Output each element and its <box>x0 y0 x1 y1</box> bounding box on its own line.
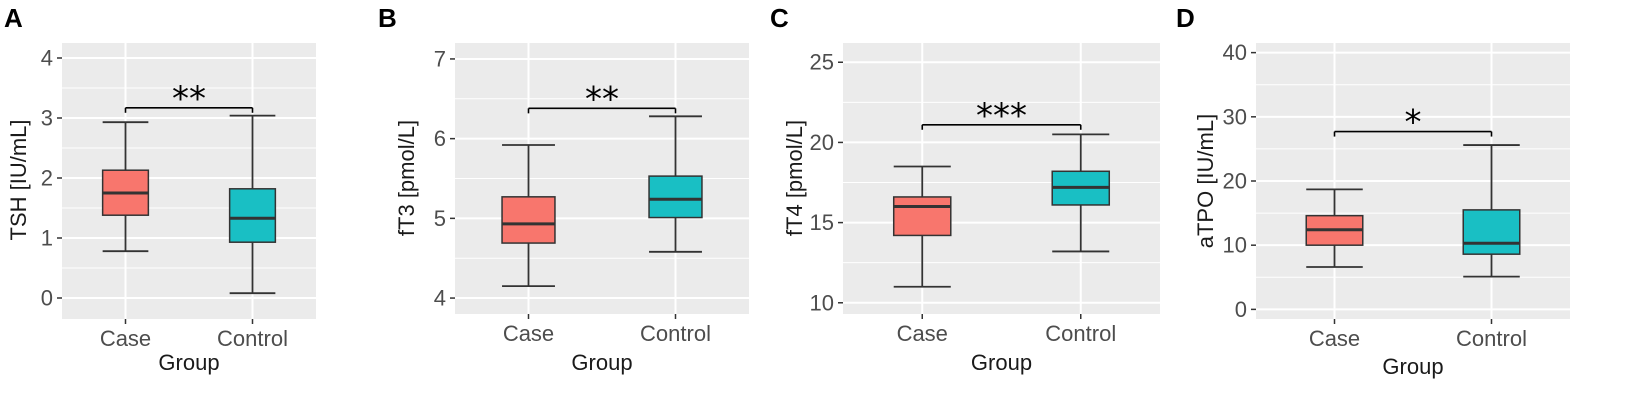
x-tick-label: Case <box>100 326 151 351</box>
x-axis-title: Group <box>158 350 219 375</box>
panel-letter: C <box>770 3 789 33</box>
y-tick-label: 1 <box>41 226 53 251</box>
iqr-box <box>892 196 952 237</box>
box-case <box>101 121 150 253</box>
significance-label: ** <box>585 79 619 119</box>
box-case <box>892 165 952 288</box>
x-tick-label: Case <box>897 321 948 346</box>
y-axis-title: fT4 [pmol/L] <box>782 120 807 236</box>
y-tick-label: 25 <box>810 50 834 75</box>
y-tick-label: 4 <box>434 286 446 311</box>
box-control <box>1051 133 1111 253</box>
x-tick-label: Control <box>1045 321 1116 346</box>
x-axis-title: Group <box>571 350 632 375</box>
y-tick-label: 40 <box>1223 40 1247 65</box>
panel-A: A 0 1 2 3 4 Case Control ** Group TSH [IU/mL] <box>4 3 316 375</box>
panel-letter: B <box>378 3 397 33</box>
significance-label: * <box>1405 103 1422 143</box>
panel-letter: A <box>4 3 23 33</box>
x-tick-label: Control <box>217 326 288 351</box>
x-axis-title: Group <box>1382 354 1443 379</box>
panel-C: C 10 15 20 25 Case Control *** Group fT4 [pmol/L] <box>770 3 1160 375</box>
x-tick-label: Case <box>503 321 554 346</box>
y-tick-label: 30 <box>1223 104 1247 129</box>
y-tick-label: 4 <box>41 46 53 71</box>
y-axis-title: TSH [IU/mL] <box>6 119 31 240</box>
x-tick-label: Case <box>1309 326 1360 351</box>
significance-label: *** <box>976 96 1027 136</box>
iqr-box <box>501 196 556 244</box>
y-tick-label: 0 <box>1235 297 1247 322</box>
y-axis-title: aTPO [IU/mL] <box>1193 114 1218 248</box>
y-tick-label: 10 <box>810 290 834 315</box>
y-tick-label: 0 <box>41 286 53 311</box>
y-tick-label: 6 <box>434 126 446 151</box>
box-control <box>1462 144 1521 278</box>
y-tick-label: 7 <box>434 46 446 71</box>
y-tick-label: 20 <box>810 130 834 155</box>
panel-letter: D <box>1176 3 1195 33</box>
y-tick-label: 3 <box>41 106 53 131</box>
y-tick-label: 20 <box>1223 169 1247 194</box>
box-case <box>501 144 556 288</box>
box-control <box>228 114 277 295</box>
box-control <box>648 115 703 253</box>
panel-B: B 4 5 6 7 Case Control ** Group fT3 [pmol/L] <box>378 3 749 375</box>
y-tick-label: 5 <box>434 206 446 231</box>
significance-label: ** <box>172 79 206 119</box>
iqr-box <box>648 175 703 219</box>
iqr-box <box>1462 209 1521 255</box>
y-tick-label: 10 <box>1223 233 1247 258</box>
plot-background <box>843 43 1160 314</box>
y-tick-label: 2 <box>41 166 53 191</box>
x-axis-title: Group <box>971 350 1032 375</box>
iqr-box <box>228 188 277 243</box>
box-case <box>1305 188 1364 268</box>
y-axis-title: fT3 [pmol/L] <box>394 120 419 236</box>
x-tick-label: Control <box>1456 326 1527 351</box>
y-tick-label: 15 <box>810 210 834 235</box>
panel-D: D 0 10 20 30 40 Case Control * Group aTPO [IU/mL] <box>1176 3 1570 379</box>
x-tick-label: Control <box>640 321 711 346</box>
